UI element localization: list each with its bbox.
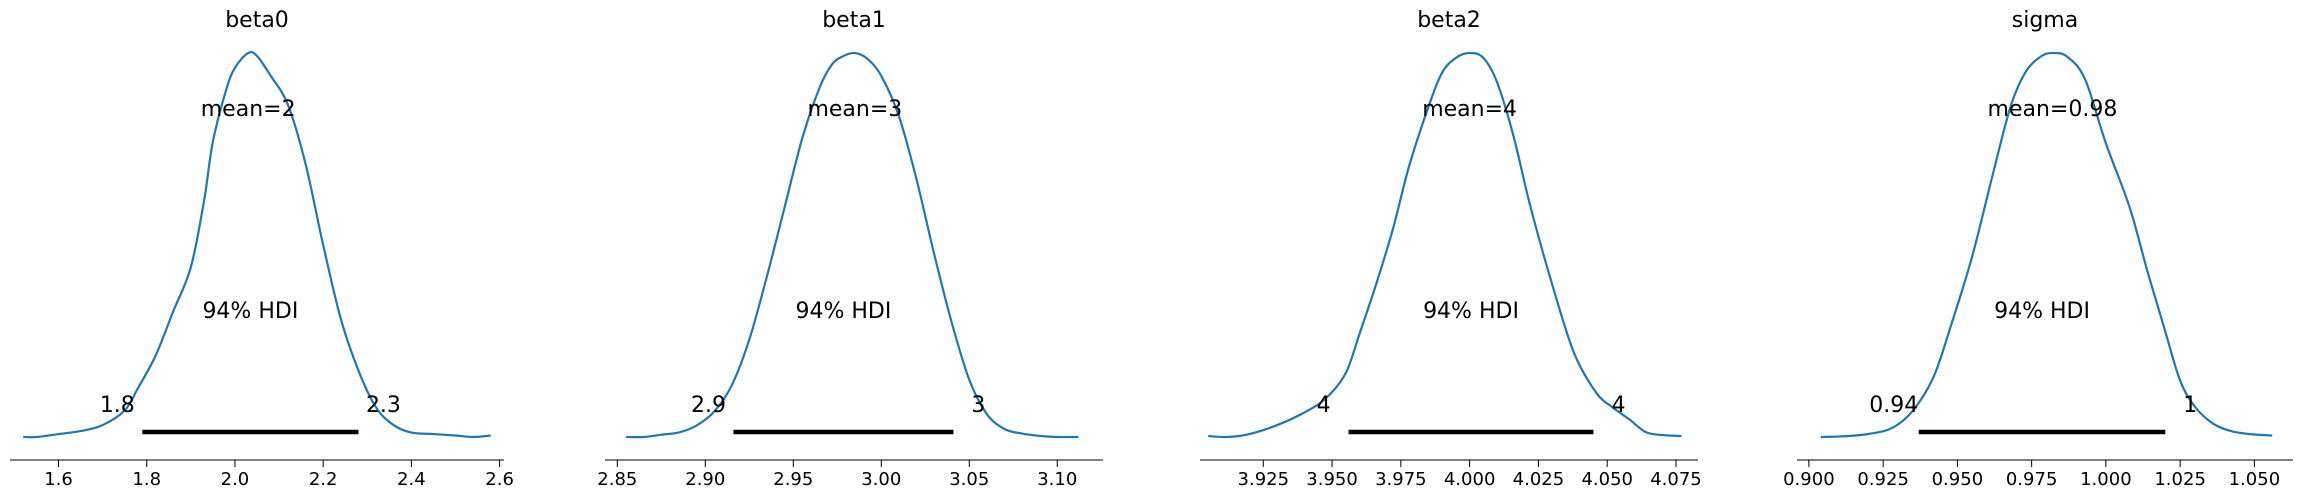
panel-beta0: beta0 mean=2 94% HDI 1.8 2.3 1.6 1.8 2.0 2.2 2.4 2… <box>10 8 514 490</box>
panel-sigma: sigma mean=0.98 94% HDI 0.94 1 0.900 0.925 0.95… <box>1783 8 2293 490</box>
x-tick-label: 3.05 <box>949 469 989 490</box>
hdi-label: 94% HDI <box>1994 299 2090 324</box>
hdi-label: 94% HDI <box>796 299 892 324</box>
density-line <box>23 50 491 439</box>
mean-label: mean=3 <box>807 97 902 122</box>
x-tick-label: 3.975 <box>1375 469 1427 490</box>
panel-title: beta0 <box>225 8 289 33</box>
panel-title: beta2 <box>1417 8 1481 33</box>
mean-label: mean=4 <box>1422 97 1517 122</box>
x-tick-label: 1.025 <box>2154 469 2206 490</box>
x-tick-label: 2.85 <box>597 469 637 490</box>
x-tick-label: 2.2 <box>309 469 338 490</box>
density-line <box>1208 51 1682 439</box>
x-tick-label: 0.950 <box>1932 469 1984 490</box>
x-tick-label: 0.975 <box>2006 469 2058 490</box>
hdi-upper-label: 4 <box>1611 393 1625 418</box>
x-tick-label: 3.950 <box>1306 469 1358 490</box>
hdi-lower-label: 0.94 <box>1869 393 1918 418</box>
x-tick-label: 2.95 <box>773 469 813 490</box>
x-tick-label: 4.075 <box>1650 469 1702 490</box>
hdi-label: 94% HDI <box>202 299 298 324</box>
x-tick-label: 2.0 <box>221 469 250 490</box>
x-tick-label: 1.000 <box>2080 469 2132 490</box>
x-tick-label: 2.6 <box>485 469 514 490</box>
density-line <box>1820 51 2273 439</box>
x-tick-label: 0.925 <box>1857 469 1909 490</box>
hdi-upper-label: 3 <box>971 393 985 418</box>
panel-title: sigma <box>2012 8 2078 33</box>
panel-beta2: beta2 mean=4 94% HDI 4 4 3.925 3.950 3.975 4.000… <box>1200 8 1702 490</box>
x-tick-label: 1.6 <box>44 469 73 490</box>
hdi-lower-label: 4 <box>1317 393 1331 418</box>
panel-beta1: beta1 mean=3 94% HDI 2.9 3 2.85 2.90 2.95 3.00 3.… <box>597 8 1103 490</box>
x-tick-label: 1.050 <box>2229 469 2281 490</box>
x-tick-label: 4.050 <box>1581 469 1633 490</box>
x-tick-label: 3.00 <box>861 469 901 490</box>
density-line <box>626 51 1079 439</box>
mean-label: mean=2 <box>201 97 296 122</box>
x-tick-label: 2.90 <box>685 469 725 490</box>
x-tick-label: 4.025 <box>1513 469 1565 490</box>
x-tick-label: 3.925 <box>1238 469 1290 490</box>
x-tick-label: 2.4 <box>397 469 426 490</box>
mean-label: mean=0.98 <box>1988 97 2118 122</box>
x-tick-label: 0.900 <box>1783 469 1835 490</box>
hdi-upper-label: 2.3 <box>366 393 401 418</box>
panel-title: beta1 <box>822 8 886 33</box>
x-tick-label: 1.8 <box>132 469 161 490</box>
x-tick-label: 4.000 <box>1444 469 1496 490</box>
hdi-lower-label: 2.9 <box>691 393 726 418</box>
hdi-label: 94% HDI <box>1423 299 1519 324</box>
hdi-lower-label: 1.8 <box>100 393 135 418</box>
hdi-upper-label: 1 <box>2183 393 2197 418</box>
x-tick-label: 3.10 <box>1037 469 1077 490</box>
